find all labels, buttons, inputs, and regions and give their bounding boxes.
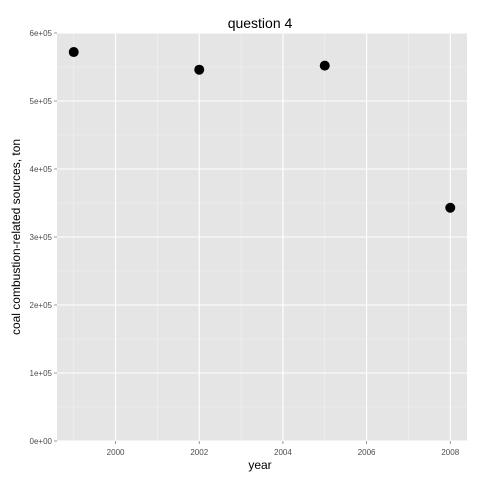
data-point bbox=[194, 64, 205, 75]
y-tick-label: 1e+05 bbox=[30, 369, 53, 378]
y-axis-title: coal combustion-related sources, ton bbox=[9, 139, 23, 335]
chart-title: question 4 bbox=[228, 15, 293, 31]
x-axis: 2000 2002 2004 2006 2008 bbox=[107, 441, 460, 457]
major-gridlines bbox=[57, 32, 467, 442]
x-tick-label: 2000 bbox=[107, 448, 125, 457]
y-tick-label: 6e+05 bbox=[30, 29, 53, 38]
data-point bbox=[445, 202, 456, 213]
y-axis: 0e+00 1e+05 2e+05 3e+05 4e+05 5e+05 6e+05 bbox=[30, 29, 57, 446]
y-tick-label: 0e+00 bbox=[30, 437, 53, 446]
data-points bbox=[68, 47, 456, 213]
x-axis-title: year bbox=[248, 458, 271, 472]
y-tick-label: 3e+05 bbox=[30, 233, 53, 242]
data-point bbox=[68, 47, 79, 58]
x-tick-label: 2006 bbox=[358, 448, 376, 457]
y-tick-label: 2e+05 bbox=[30, 301, 53, 310]
y-tick-label: 5e+05 bbox=[30, 97, 53, 106]
y-tick-label: 4e+05 bbox=[30, 165, 53, 174]
x-tick-label: 2008 bbox=[441, 448, 459, 457]
data-point bbox=[319, 60, 330, 71]
x-tick-label: 2004 bbox=[274, 448, 292, 457]
x-tick-label: 2002 bbox=[190, 448, 208, 457]
